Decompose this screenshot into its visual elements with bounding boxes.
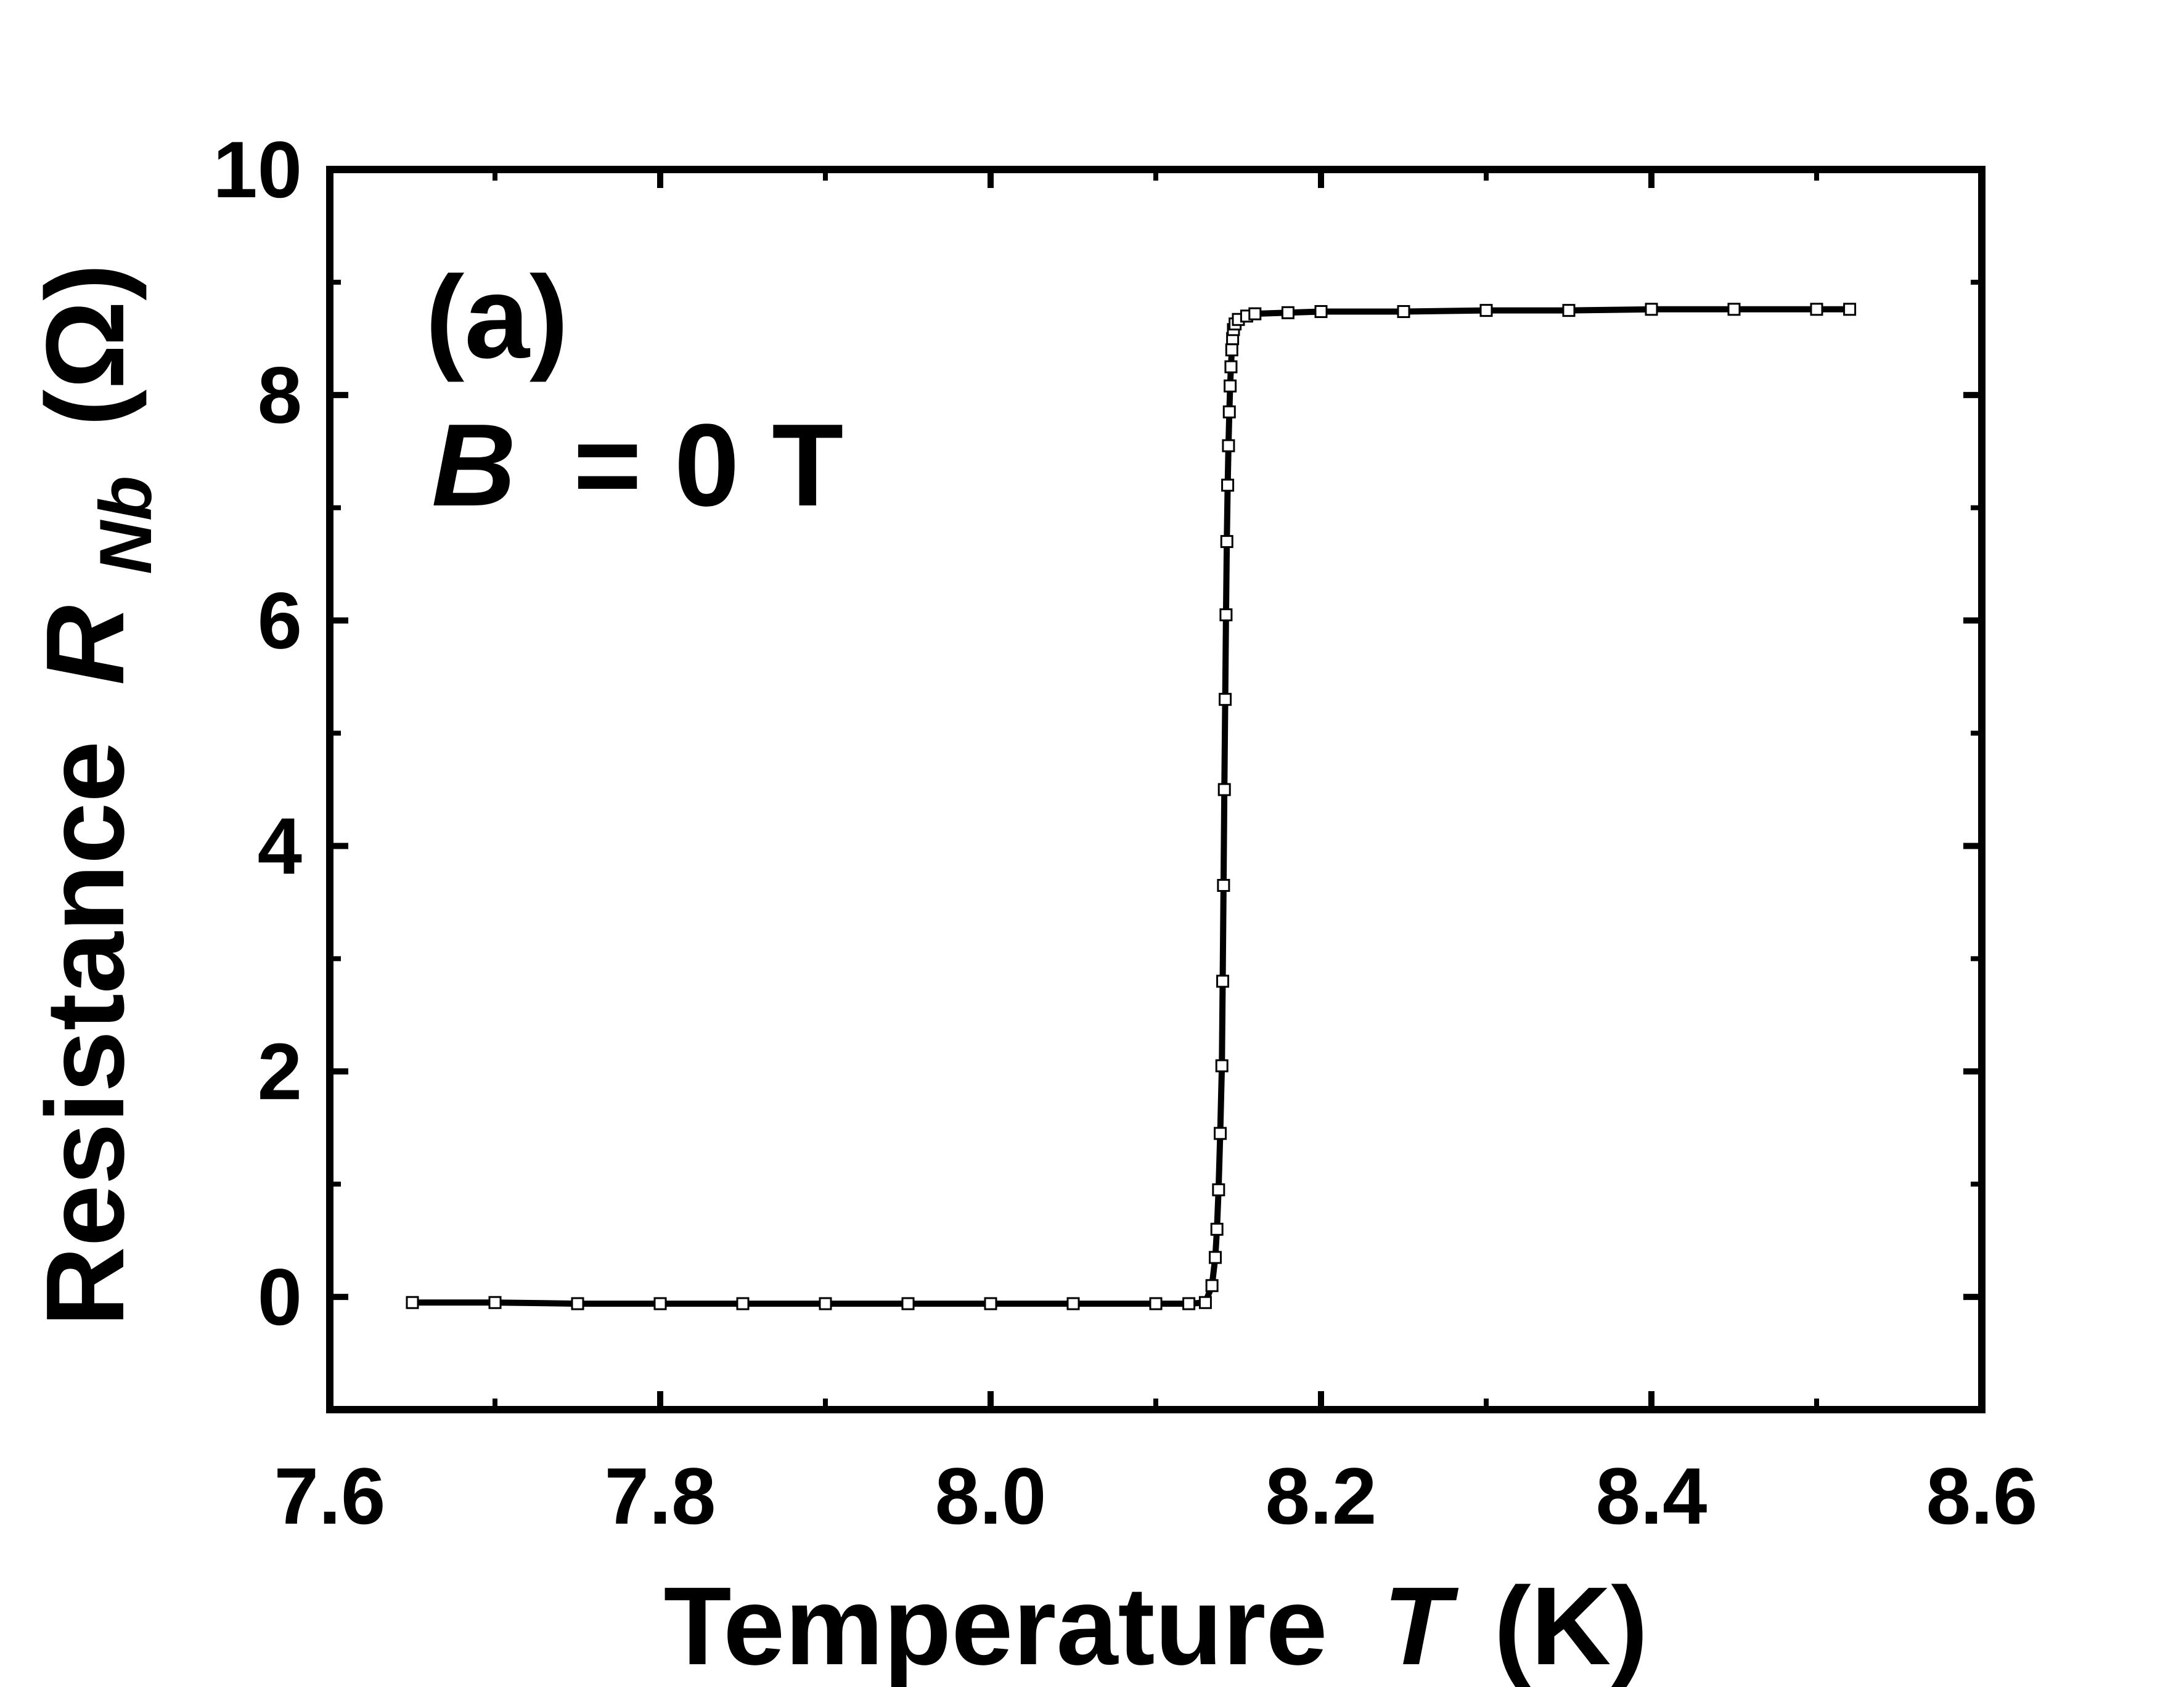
y-axis-title-main: Resistance <box>23 741 147 1327</box>
x-tick-label: 8.2 <box>1266 1451 1377 1541</box>
data-point <box>1222 405 1236 419</box>
field-value: = 0 T <box>573 400 843 531</box>
data-point <box>1479 304 1493 317</box>
y-tick-label: 4 <box>258 801 302 891</box>
x-tick-label: 7.6 <box>274 1451 386 1541</box>
tick-labels: 7.6 7.8 8.0 8.2 8.4 8.6 0 2 4 6 8 10 <box>213 125 2037 1541</box>
data-point <box>1219 608 1233 621</box>
data-point <box>1248 307 1262 321</box>
data-point <box>1220 535 1233 549</box>
y-tick-label: 8 <box>258 350 302 440</box>
data-point <box>736 1297 750 1310</box>
y-tick-label: 6 <box>258 576 302 666</box>
data-point <box>1225 343 1238 357</box>
x-tick-label: 8.4 <box>1596 1451 1708 1541</box>
data-point <box>571 1297 584 1310</box>
data-point <box>1149 1297 1163 1310</box>
y-axis-title-var: R <box>23 605 147 685</box>
data-point <box>1810 303 1823 316</box>
y-axis-title: Resistance R Nb (Ω) <box>23 264 175 1327</box>
data-point <box>1645 303 1658 316</box>
y-axis-title-unit: (Ω) <box>23 264 147 427</box>
x-axis-title-var: T <box>1383 1564 1459 1687</box>
y-tick-label: 2 <box>258 1026 302 1116</box>
data-point <box>488 1296 502 1309</box>
data-point <box>1210 1222 1224 1236</box>
data-point <box>901 1297 915 1310</box>
data-point <box>1217 878 1230 892</box>
data-point <box>1281 306 1294 319</box>
x-tick-label: 7.8 <box>605 1451 716 1541</box>
data-point <box>1221 478 1235 492</box>
data-point <box>1727 303 1741 316</box>
field-label: B = 0 T <box>431 400 843 531</box>
x-axis-title-unit: (K) <box>1494 1564 1648 1687</box>
data-point <box>1208 1251 1222 1264</box>
data-point <box>1314 304 1328 318</box>
data-point <box>1224 360 1238 374</box>
data-point <box>1224 379 1237 393</box>
data-point <box>1222 439 1235 452</box>
data-point <box>653 1297 667 1310</box>
data-point <box>1562 304 1576 317</box>
data-point <box>1215 1059 1229 1072</box>
data-point <box>1205 1279 1219 1293</box>
data-point <box>1214 1127 1227 1140</box>
data-point <box>1216 974 1230 988</box>
data-point <box>1843 303 1857 316</box>
data-point <box>406 1296 419 1309</box>
y-axis-title-sub: Nb <box>84 476 167 574</box>
data-point <box>1198 1296 1212 1309</box>
x-axis-title-main: Temperature <box>664 1564 1328 1687</box>
data-point <box>819 1297 832 1310</box>
x-axis-title: Temperature T (K) <box>664 1564 1648 1687</box>
field-var: B <box>431 400 516 531</box>
y-tick-label: 0 <box>258 1252 302 1342</box>
data-point <box>1217 783 1231 796</box>
data-point <box>1182 1297 1196 1310</box>
data-point <box>1212 1183 1225 1196</box>
data-series <box>406 303 1857 1310</box>
data-point <box>1397 304 1410 318</box>
data-point <box>984 1297 997 1310</box>
data-point <box>1066 1297 1080 1310</box>
plot-frame <box>326 166 1986 1413</box>
data-point <box>1219 693 1232 706</box>
x-tick-label: 8.0 <box>935 1451 1047 1541</box>
panel-label: (a) <box>425 252 568 383</box>
y-tick-label: 10 <box>213 125 302 214</box>
x-tick-label: 8.6 <box>1926 1451 2038 1541</box>
axis-ticks <box>327 166 1985 1412</box>
